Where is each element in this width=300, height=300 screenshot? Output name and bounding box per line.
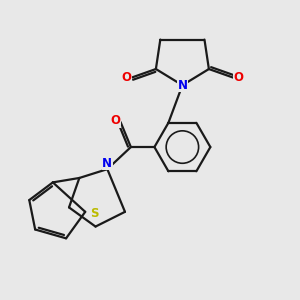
Text: N: N	[177, 79, 188, 92]
Text: O: O	[122, 71, 131, 84]
Text: S: S	[90, 207, 98, 220]
Text: N: N	[102, 157, 112, 170]
Text: O: O	[233, 71, 243, 84]
Text: O: O	[110, 114, 120, 127]
